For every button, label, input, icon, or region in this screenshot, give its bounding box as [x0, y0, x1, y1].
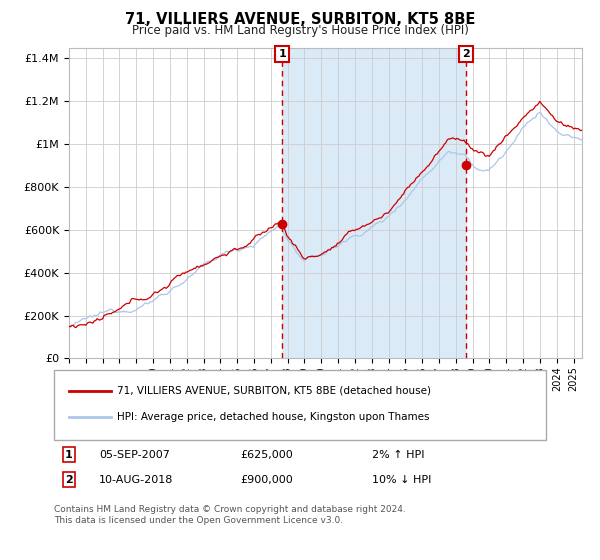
Text: £900,000: £900,000 — [240, 475, 293, 485]
Text: 2% ↑ HPI: 2% ↑ HPI — [372, 450, 425, 460]
Text: Price paid vs. HM Land Registry's House Price Index (HPI): Price paid vs. HM Land Registry's House … — [131, 24, 469, 36]
Text: 2: 2 — [462, 49, 470, 59]
Text: 1: 1 — [65, 450, 73, 460]
Text: 10-AUG-2018: 10-AUG-2018 — [99, 475, 173, 485]
Bar — [282, 48, 466, 358]
Text: 10% ↓ HPI: 10% ↓ HPI — [372, 475, 431, 485]
Text: 71, VILLIERS AVENUE, SURBITON, KT5 8BE: 71, VILLIERS AVENUE, SURBITON, KT5 8BE — [125, 12, 475, 27]
Text: 71, VILLIERS AVENUE, SURBITON, KT5 8BE (detached house): 71, VILLIERS AVENUE, SURBITON, KT5 8BE (… — [117, 386, 431, 395]
Text: Contains HM Land Registry data © Crown copyright and database right 2024.
This d: Contains HM Land Registry data © Crown c… — [54, 505, 406, 525]
Text: 1: 1 — [278, 49, 286, 59]
Text: £625,000: £625,000 — [240, 450, 293, 460]
Text: HPI: Average price, detached house, Kingston upon Thames: HPI: Average price, detached house, King… — [117, 412, 430, 422]
Text: 2: 2 — [65, 475, 73, 485]
Text: 05-SEP-2007: 05-SEP-2007 — [99, 450, 170, 460]
